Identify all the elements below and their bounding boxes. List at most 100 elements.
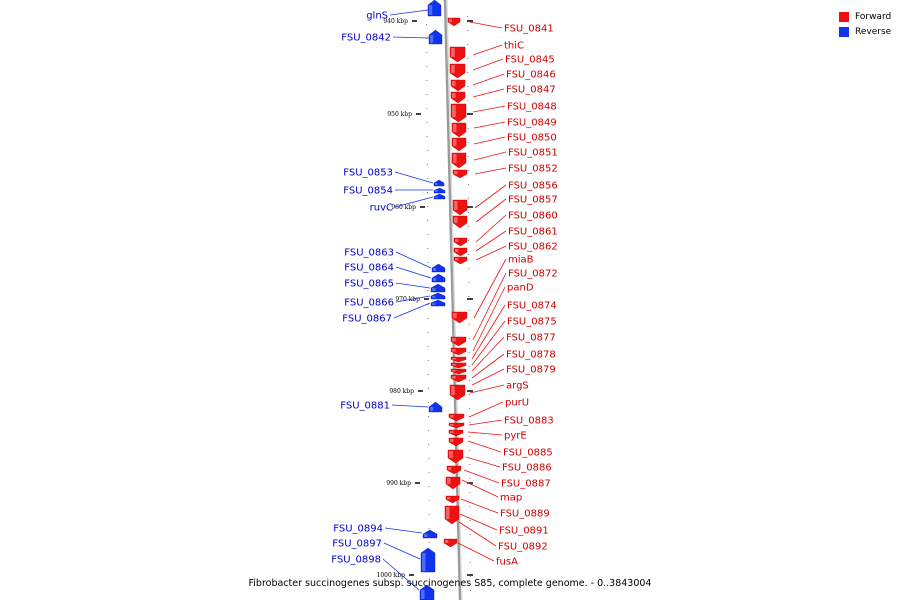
reverse-gene-label[interactable]: FSU_0897 — [332, 539, 382, 550]
glyph-highlight — [447, 478, 451, 484]
forward-gene-label[interactable]: FSU_0845 — [505, 55, 555, 66]
track-dot — [427, 304, 429, 305]
forward-gene-label[interactable]: FSU_0851 — [508, 148, 558, 159]
forward-gene-label[interactable]: FSU_0889 — [500, 509, 550, 520]
forward-gene-label[interactable]: FSU_0887 — [501, 479, 551, 490]
glyph-highlight — [452, 93, 456, 98]
forward-leader-line — [471, 320, 506, 366]
forward-leader-line — [463, 469, 500, 484]
forward-leader-line — [472, 286, 506, 352]
track-dot — [468, 268, 470, 269]
forward-gene-label[interactable]: miaB — [508, 255, 534, 266]
reverse-gene-label[interactable]: FSU_0865 — [344, 279, 394, 290]
forward-gene-label[interactable]: FSU_0883 — [504, 416, 554, 427]
reverse-gene-label[interactable]: FSU_0866 — [344, 298, 394, 309]
glyph-highlight — [432, 288, 436, 291]
legend-label-reverse: Reverse — [855, 26, 892, 37]
glyph-highlight — [452, 349, 456, 352]
track-dot — [427, 248, 429, 249]
forward-gene-label[interactable]: FSU_0841 — [504, 24, 554, 35]
track-dot — [467, 156, 469, 157]
forward-gene-label[interactable]: FSU_0850 — [507, 133, 557, 144]
forward-gene-label[interactable]: panD — [507, 283, 534, 294]
forward-gene-label[interactable]: FSU_0847 — [506, 85, 556, 96]
forward-gene-label[interactable]: FSU_0891 — [499, 526, 549, 537]
forward-gene-label[interactable]: FSU_0879 — [506, 365, 556, 376]
reverse-gene-label[interactable]: FSU_0853 — [343, 168, 393, 179]
reverse-leader-line — [395, 295, 431, 303]
forward-gene-labels: FSU_0841 thiC FSU_0845 FSU_0846 FSU_0847 FSU_… — [457, 21, 558, 568]
legend-swatch-forward — [839, 11, 849, 22]
forward-gene-label[interactable]: FSU_0892 — [498, 542, 548, 553]
glyph-highlight — [433, 278, 437, 281]
forward-gene-label[interactable]: FSU_0877 — [506, 333, 556, 344]
forward-gene-label[interactable]: FSU_0878 — [506, 350, 556, 361]
forward-gene-label[interactable]: FSU_0856 — [508, 181, 558, 192]
forward-gene-label[interactable]: FSU_0874 — [507, 301, 557, 312]
forward-gene-label[interactable]: FSU_0872 — [508, 269, 558, 280]
glyph-highlight — [445, 540, 449, 543]
legend-item-reverse: Reverse — [839, 24, 891, 39]
reverse-gene-label[interactable]: glnS — [366, 11, 388, 22]
forward-gene-label[interactable]: FSU_0875 — [507, 317, 557, 328]
forward-gene-label[interactable]: FSU_0885 — [503, 448, 553, 459]
glyph-highlight — [449, 19, 452, 22]
reverse-gene-label[interactable]: FSU_0894 — [333, 524, 383, 535]
track-dot — [469, 576, 471, 577]
forward-gene-label[interactable]: FSU_0848 — [507, 102, 557, 113]
track-dot — [467, 184, 469, 185]
reverse-gene-label[interactable]: FSU_0881 — [340, 401, 390, 412]
forward-gene-label[interactable]: fusA — [496, 557, 518, 568]
forward-leader-line — [457, 542, 495, 562]
forward-gene-label[interactable]: FSU_0849 — [507, 118, 557, 129]
reverse-gene-label[interactable]: FSU_0842 — [341, 33, 391, 44]
reverse-gene-label[interactable]: FSU_0898 — [331, 555, 381, 566]
track-dot — [428, 430, 430, 431]
track-dot — [467, 58, 469, 59]
forward-leader-line — [474, 184, 507, 209]
glyph-highlight — [455, 258, 459, 261]
reverse-gene-label[interactable]: FSU_0863 — [344, 248, 394, 259]
track-dot — [467, 128, 469, 129]
glyph-highlight — [422, 553, 426, 571]
forward-gene-label[interactable]: thiC — [504, 41, 524, 52]
track-dot — [468, 198, 469, 199]
forward-gene-label[interactable]: purU — [505, 398, 529, 409]
track-dot — [428, 458, 430, 459]
forward-gene-label[interactable]: FSU_0862 — [508, 242, 558, 253]
reverse-leader-line — [383, 542, 421, 560]
forward-gene-label[interactable]: FSU_0852 — [508, 164, 558, 175]
forward-gene-label[interactable]: FSU_0860 — [508, 211, 558, 222]
reverse-gene-label[interactable]: ruvC — [370, 203, 393, 214]
track-dot — [426, 108, 428, 109]
glyph-highlight — [454, 201, 458, 210]
track-dot — [427, 388, 429, 389]
forward-gene-label[interactable]: FSU_0886 — [502, 463, 552, 474]
forward-gene-label[interactable]: map — [500, 493, 522, 504]
track-dot — [468, 324, 470, 325]
forward-leader-line — [472, 44, 503, 56]
forward-gene-label[interactable]: argS — [506, 381, 529, 392]
forward-gene-label[interactable]: FSU_0861 — [508, 227, 558, 238]
track-dot — [428, 528, 430, 529]
forward-leader-line — [473, 258, 507, 319]
forward-gene-label[interactable]: FSU_0857 — [508, 195, 558, 206]
reverse-gene-label[interactable]: FSU_0854 — [343, 186, 393, 197]
glyph-highlight — [430, 407, 434, 411]
glyph-highlight — [446, 507, 450, 519]
glyph-highlight — [455, 239, 459, 242]
glyph-highlight — [451, 65, 455, 73]
track-dot — [428, 486, 430, 487]
forward-gene-label[interactable]: pyrE — [504, 431, 527, 442]
legend-swatch-reverse — [839, 26, 849, 37]
forward-leader-line — [475, 245, 507, 261]
forward-leader-line — [461, 479, 499, 498]
forward-leader-line — [471, 368, 505, 386]
reverse-gene-label[interactable]: FSU_0867 — [342, 314, 392, 325]
track-dot — [468, 240, 470, 241]
reverse-gene-label[interactable]: FSU_0864 — [344, 263, 394, 274]
track-dot — [469, 492, 471, 493]
track-dot — [468, 366, 470, 367]
forward-gene-label[interactable]: FSU_0846 — [506, 70, 556, 81]
reverse-leader-line — [394, 171, 434, 184]
